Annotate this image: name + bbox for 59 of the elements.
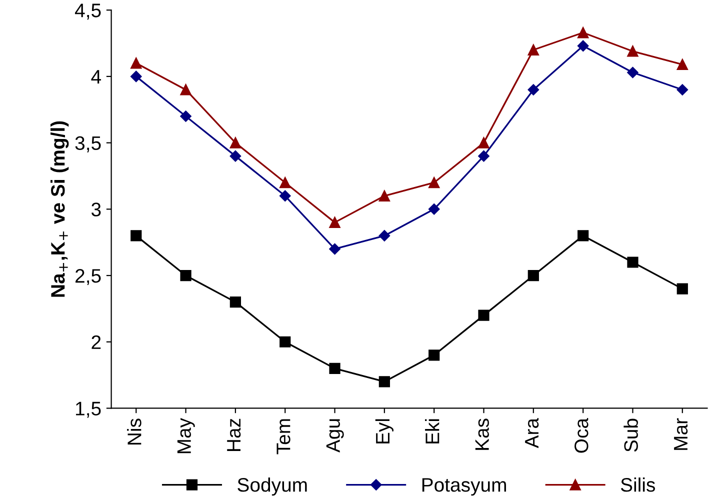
point bbox=[180, 110, 192, 122]
point bbox=[378, 376, 390, 388]
point bbox=[676, 84, 688, 96]
point bbox=[428, 177, 440, 188]
x-tick-label: Oca bbox=[574, 418, 588, 453]
point bbox=[378, 230, 390, 242]
point bbox=[230, 296, 241, 308]
point bbox=[280, 190, 291, 202]
point bbox=[329, 243, 340, 255]
point bbox=[428, 350, 440, 361]
point bbox=[428, 204, 440, 215]
x-tick-label: Mar bbox=[674, 418, 688, 450]
y-tick-label: 4,5 bbox=[74, 4, 101, 20]
point bbox=[676, 58, 688, 70]
point bbox=[230, 137, 241, 148]
point bbox=[180, 84, 192, 96]
y-axis-title: Na$_{+}$,K$_{+}$ ve Si (mg/l) bbox=[50, 121, 69, 297]
legend-label: Silis bbox=[620, 478, 655, 492]
point bbox=[478, 150, 490, 162]
point bbox=[130, 230, 142, 242]
y-tick-label: 4 bbox=[91, 70, 101, 84]
y-tick-label: 2,5 bbox=[76, 268, 101, 286]
point bbox=[528, 44, 539, 56]
point bbox=[180, 270, 192, 282]
point bbox=[528, 84, 540, 96]
point bbox=[130, 58, 142, 69]
y-tick-label: 1,5 bbox=[76, 402, 101, 418]
point bbox=[627, 256, 638, 268]
x-tick-label: Haz bbox=[227, 418, 241, 451]
point bbox=[329, 362, 340, 374]
x-tick-label: Eyl bbox=[375, 419, 394, 444]
point bbox=[578, 230, 589, 242]
point bbox=[130, 70, 142, 82]
point bbox=[280, 177, 291, 188]
point bbox=[578, 27, 589, 38]
point bbox=[478, 310, 490, 321]
x-tick-label: May bbox=[177, 418, 195, 454]
x-tick-label: Eki bbox=[425, 419, 440, 444]
point bbox=[528, 270, 539, 282]
legend-label: Sodyum bbox=[238, 478, 307, 496]
x-tick-label: Nis bbox=[127, 418, 142, 444]
point bbox=[378, 190, 390, 202]
point bbox=[627, 66, 638, 78]
x-tick-label: Agu bbox=[326, 419, 344, 453]
point bbox=[577, 40, 589, 52]
point bbox=[230, 150, 242, 162]
point bbox=[676, 283, 688, 294]
y-tick-label: 3 bbox=[91, 202, 101, 216]
y-tick-label: 2 bbox=[92, 335, 101, 349]
x-tick-label: Sub bbox=[624, 418, 638, 452]
point bbox=[329, 216, 340, 228]
x-tick-label: Ara bbox=[525, 418, 539, 448]
x-tick-label: Kas bbox=[475, 418, 489, 450]
point bbox=[478, 137, 490, 148]
point bbox=[627, 46, 638, 57]
point bbox=[280, 336, 291, 348]
legend-label: Potasyum bbox=[422, 478, 506, 496]
y-tick-label: 3,5 bbox=[75, 136, 101, 152]
x-tick-label: Tem bbox=[276, 419, 290, 454]
